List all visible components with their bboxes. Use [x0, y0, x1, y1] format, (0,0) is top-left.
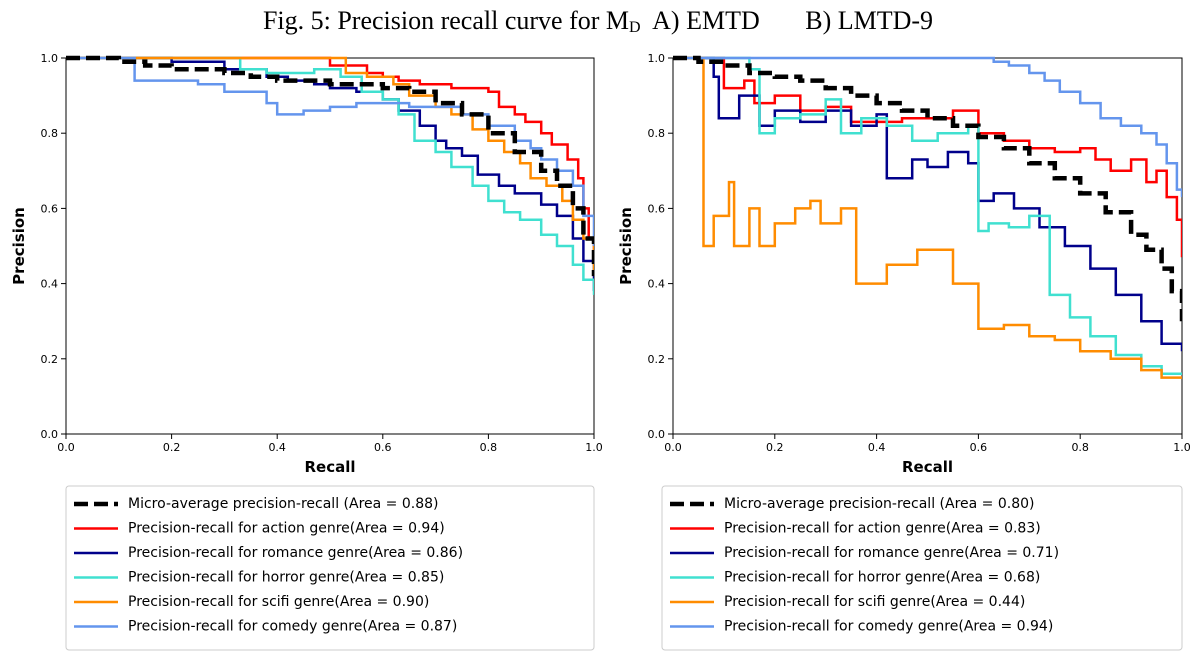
series-line-4	[66, 56, 594, 295]
x-tick-label: 0.6	[374, 441, 392, 454]
x-tick-label: 0.6	[970, 441, 988, 454]
legend-box	[661, 485, 1183, 651]
x-tick-label: 0.0	[57, 441, 75, 454]
x-tick-label: 0.0	[664, 441, 682, 454]
series-line-5	[66, 56, 594, 273]
x-tick-label: 1.0	[1173, 441, 1191, 454]
series-line-1	[673, 55, 1182, 322]
x-axis-label: Recall	[304, 458, 355, 476]
x-tick-label: 0.8	[1071, 441, 1089, 454]
series-line-2	[673, 56, 1182, 258]
plot-area	[65, 57, 595, 435]
y-tick-label: 0.8	[648, 127, 666, 140]
series-line-6	[66, 56, 594, 246]
y-tick-label: 0.8	[41, 127, 59, 140]
x-tick-label: 0.2	[766, 441, 784, 454]
y-axis-label: Precision	[10, 207, 28, 285]
figure-title: Fig. 5: Precision recall curve for MD A)…	[0, 6, 1196, 37]
legend: Micro-average precision-recall (Area = 0…	[65, 485, 595, 651]
legend-entry: Precision-recall for horror genre(Area =…	[724, 570, 1040, 586]
x-tick-label: 1.0	[585, 441, 603, 454]
y-tick-label: 1.0	[41, 52, 59, 65]
y-tick-label: 1.0	[648, 52, 666, 65]
series-line-4	[673, 56, 1182, 376]
y-tick-label: 0.6	[648, 202, 666, 215]
legend-entry: Precision-recall for action genre(Area =…	[724, 521, 1041, 537]
legend-entry: Precision-recall for scifi genre(Area = …	[724, 594, 1025, 610]
figure-title-subscript: D	[629, 19, 641, 36]
series-group	[66, 55, 594, 295]
y-tick-label: 0.4	[41, 278, 59, 291]
x-tick-label: 0.4	[268, 441, 286, 454]
y-tick-label: 0.6	[41, 202, 59, 215]
series-line-6	[673, 56, 1182, 198]
x-tick-label: 0.8	[480, 441, 498, 454]
plot-area	[672, 57, 1183, 435]
y-tick-label: 0.0	[41, 428, 59, 441]
legend-entry: Precision-recall for scifi genre(Area = …	[128, 594, 429, 610]
y-axis-label: Precision	[617, 207, 635, 285]
legend-entry: Precision-recall for romance genre(Area …	[724, 545, 1059, 561]
legend-entry: Micro-average precision-recall (Area = 0…	[128, 496, 438, 512]
legend-entry: Precision-recall for horror genre(Area =…	[128, 570, 444, 586]
series-line-1	[66, 55, 594, 277]
legend-entry: Precision-recall for comedy genre(Area =…	[724, 619, 1053, 635]
legend-entry: Precision-recall for action genre(Area =…	[128, 521, 445, 537]
legend: Micro-average precision-recall (Area = 0…	[661, 485, 1183, 651]
y-tick-label: 0.4	[648, 278, 666, 291]
series-line-3	[66, 56, 594, 292]
series-line-5	[673, 56, 1182, 379]
figure-title-suffix: A) EMTD B) LMTD-9	[640, 6, 934, 35]
figure-title-prefix: Fig. 5: Precision recall curve for M	[262, 6, 630, 35]
y-tick-label: 0.2	[648, 353, 666, 366]
y-tick-label: 0.2	[41, 353, 59, 366]
x-axis-label: Recall	[902, 458, 953, 476]
series-group	[673, 55, 1182, 379]
series-line-2	[66, 56, 594, 265]
legend-box	[65, 485, 595, 651]
y-tick-label: 0.0	[648, 428, 666, 441]
x-tick-label: 0.4	[868, 441, 886, 454]
legend-entry: Micro-average precision-recall (Area = 0…	[724, 496, 1034, 512]
x-tick-label: 0.2	[163, 441, 181, 454]
legend-entry: Precision-recall for comedy genre(Area =…	[128, 619, 457, 635]
legend-entry: Precision-recall for romance genre(Area …	[128, 545, 463, 561]
